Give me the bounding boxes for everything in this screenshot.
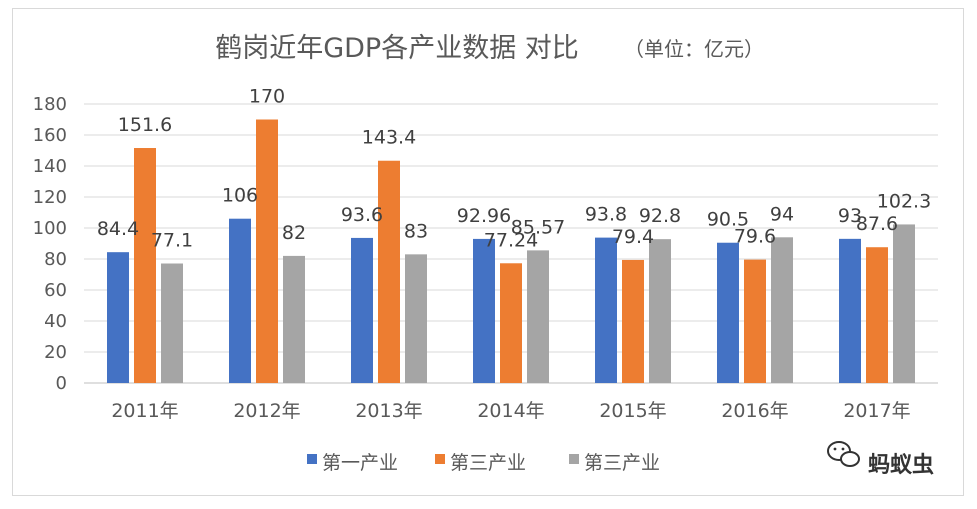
y-axis-ticks: 0 20 40 60 80 100 120 140 160 180 (33, 94, 67, 394)
data-labels: 84.4 151.6 77.1 106 170 82 93.6 143.4 83 92.9677.… (97, 86, 931, 252)
bars (107, 119, 915, 383)
bar (771, 237, 793, 383)
x-category-label: 2016年 (721, 400, 788, 422)
chart-svg: 鹤岗近年GDP各产业数据 对比 （单位：亿元） 0 20 40 60 80 100 120 1… (33, 33, 938, 478)
legend-swatch (307, 454, 317, 464)
bar (595, 237, 617, 383)
data-label: 92.8 (639, 205, 681, 227)
legend-swatch (435, 454, 445, 464)
legend-label: 第三产业 (584, 452, 660, 474)
data-label: 90.5 (707, 209, 749, 231)
y-tick-label: 20 (44, 342, 67, 363)
x-category-label: 2011年 (111, 400, 178, 422)
data-label: 79.6 (734, 226, 776, 248)
data-label: 143.4 (362, 127, 416, 149)
legend-label: 第一产业 (322, 452, 398, 474)
data-label: 93 (838, 205, 862, 227)
bar (107, 252, 129, 383)
bar (283, 255, 305, 383)
x-axis-categories: 2011年 2012年 2013年 2014年 2015年 2016年 2017年 (111, 400, 910, 422)
data-label: 92.96 (457, 205, 511, 227)
bar (744, 259, 766, 383)
y-tick-label: 160 (33, 125, 67, 146)
data-label: 151.6 (118, 114, 172, 136)
watermark: 蚂蚁虫 (827, 441, 934, 478)
bar (866, 247, 888, 383)
chart-subtitle: （单位：亿元） (624, 37, 764, 61)
y-tick-label: 80 (44, 249, 67, 270)
data-label: 77.1 (151, 229, 193, 251)
y-tick-label: 100 (33, 218, 67, 239)
y-tick-label: 60 (44, 280, 67, 301)
y-tick-label: 140 (33, 156, 67, 177)
wechat-icon (827, 441, 860, 467)
data-label: 79.4 (612, 226, 654, 248)
watermark-text: 蚂蚁虫 (868, 452, 934, 478)
bar (622, 259, 644, 383)
bar (527, 250, 549, 383)
data-label: 106 (222, 185, 258, 207)
bar (161, 263, 183, 383)
gridlines (84, 103, 938, 384)
legend-label: 第三产业 (450, 452, 526, 474)
data-label: 87.6 (856, 213, 898, 235)
data-label: 170 (249, 86, 285, 108)
bar (839, 238, 861, 383)
bar (351, 237, 373, 383)
y-tick-label: 0 (56, 373, 67, 394)
data-label: 77.24 (484, 229, 538, 251)
legend-swatch (569, 454, 579, 464)
x-category-label: 2017年 (843, 400, 910, 422)
chart-frame: 鹤岗近年GDP各产业数据 对比 （单位：亿元） 0 20 40 60 80 100 120 1… (12, 8, 964, 496)
data-label: 94 (770, 203, 794, 225)
bar (649, 239, 671, 383)
bar (256, 119, 278, 383)
bar (500, 263, 522, 383)
legend: 第一产业 第三产业 第三产业 (307, 452, 660, 474)
data-label: 93.8 (585, 204, 627, 226)
bar (893, 224, 915, 383)
bar (473, 238, 495, 383)
data-label: 84.4 (97, 218, 139, 240)
x-category-label: 2013年 (355, 400, 422, 422)
data-label: 93.6 (341, 204, 383, 226)
data-label: 102.3 (877, 190, 931, 212)
data-label: 82 (282, 222, 306, 244)
data-label: 85.57 (511, 216, 565, 238)
y-tick-label: 180 (33, 94, 67, 115)
x-category-label: 2012年 (233, 400, 300, 422)
bar (405, 254, 427, 383)
chart-title: 鹤岗近年GDP各产业数据 对比 (215, 33, 579, 64)
y-tick-label: 40 (44, 311, 67, 332)
data-label: 83 (404, 220, 428, 242)
bar (378, 160, 400, 383)
y-tick-label: 120 (33, 187, 67, 208)
x-category-label: 2015年 (599, 400, 666, 422)
x-category-label: 2014年 (477, 400, 544, 422)
bar (229, 218, 251, 383)
bar (717, 242, 739, 383)
bar (134, 148, 156, 383)
